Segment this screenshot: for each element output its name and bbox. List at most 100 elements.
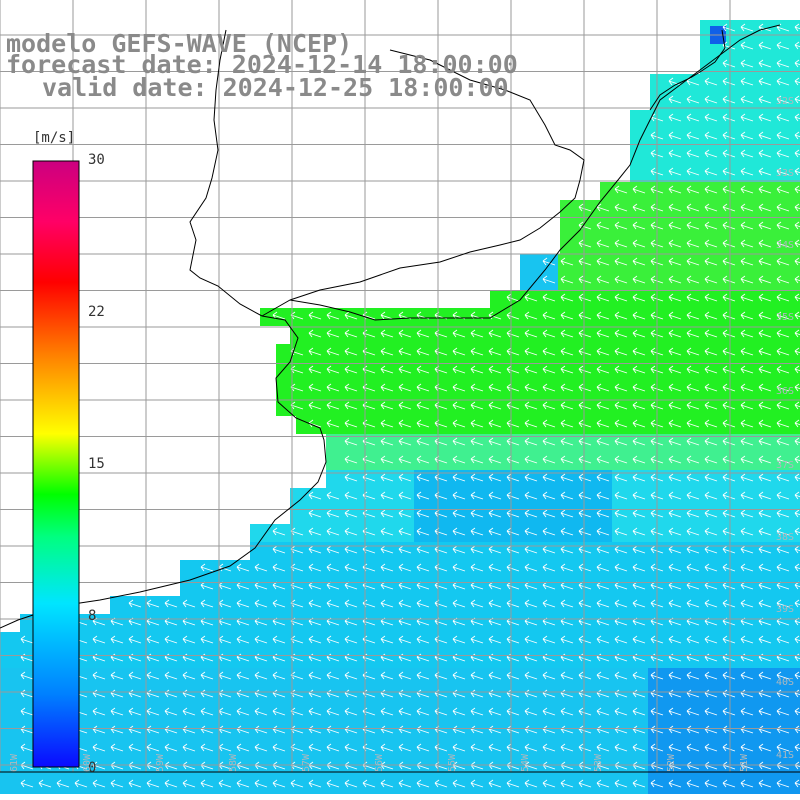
wind-arrow [416,365,430,374]
wind-arrow [758,671,772,680]
wind-arrow [326,509,340,518]
wind-arrow [686,329,700,338]
wind-arrow [416,509,430,518]
wind-arrow [398,473,412,482]
wind-arrow [686,203,700,212]
wind-arrow [668,383,682,392]
wind-arrow [452,527,466,536]
wind-arrow [704,635,718,644]
wind-arrow [758,113,772,122]
wind-arrow [668,167,682,176]
wind-arrow [506,419,520,428]
wind-arrow [524,437,538,446]
wind-arrow [614,221,628,230]
wind-arrow [614,329,628,338]
wind-arrow [416,563,430,572]
wind-arrow [182,779,196,788]
wind-arrow [650,779,664,788]
wind-arrow [326,635,340,644]
wind-arrow [758,293,772,302]
model-title: modelo GEFS-WAVE (NCEP) [6,29,353,58]
wind-arrow [668,491,682,500]
wind-arrow [470,347,484,356]
field-cell [522,254,540,272]
wind-arrow [488,563,502,572]
wind-arrow [686,419,700,428]
wind-arrow [668,77,682,86]
wind-arrow [326,383,340,392]
lat-label-36s: 36S [775,386,794,397]
wind-arrow [704,257,718,266]
wind-arrow [524,563,538,572]
wind-arrow [632,671,646,680]
wind-arrow [182,707,196,716]
wind-arrow [776,635,790,644]
wind-arrow [596,239,610,248]
wind-arrow [578,491,592,500]
wind-arrow [380,707,394,716]
colorbar-tick-15: 15 [88,456,105,472]
wind-arrow [722,455,736,464]
wind-arrow [344,383,358,392]
wind-arrow [236,779,250,788]
field-cell [630,146,648,164]
wind-arrow [632,257,646,266]
wind-arrow [668,455,682,464]
wind-arrow [704,149,718,158]
wind-arrow [776,509,790,518]
wind-arrow [722,401,736,410]
wind-arrow [632,275,646,284]
wind-arrow [128,707,142,716]
wind-arrow [632,635,646,644]
wind-arrow [254,779,268,788]
wind-arrow [344,743,358,752]
wind-arrow [776,491,790,500]
wind-arrow [632,203,646,212]
wind-arrow [146,671,160,680]
wind-arrow [380,563,394,572]
wind-arrow [776,311,790,320]
wind-arrow [686,383,700,392]
wind-arrow [740,509,754,518]
wind-arrow [776,329,790,338]
wind-arrow [128,635,142,644]
wind-arrow [704,599,718,608]
wind-arrow [452,599,466,608]
wind-arrow [344,365,358,374]
wind-arrow [272,563,286,572]
wind-arrow [614,671,628,680]
wind-arrow [776,419,790,428]
wind-arrow [704,203,718,212]
wind-arrow [560,473,574,482]
wind-arrow [560,743,574,752]
wind-arrow [668,221,682,230]
wind-arrow [686,149,700,158]
wind-arrow [776,671,790,680]
wind-arrow [776,779,790,788]
wind-arrow [416,599,430,608]
wind-arrow [794,779,800,788]
wind-arrow [164,671,178,680]
wind-arrow [92,707,106,716]
wind-arrow [506,329,520,338]
wind-arrow [722,671,736,680]
wind-arrow [506,599,520,608]
wind-arrow [128,671,142,680]
wind-arrow [542,383,556,392]
wind-arrow [488,635,502,644]
wind-arrow [686,113,700,122]
wind-arrow [740,221,754,230]
wind-arrow [578,293,592,302]
wind-arrow [110,779,124,788]
wind-arrow [542,347,556,356]
wind-arrow [560,329,574,338]
wind-arrow [704,131,718,140]
colorbar [32,160,80,768]
wind-arrow [776,383,790,392]
lat-label-37s: 37S [775,460,794,471]
wind-arrow [272,635,286,644]
lon-label-57w: 57W [301,753,312,772]
wind-arrow [308,491,322,500]
wind-arrow [488,509,502,518]
wind-arrow [722,329,736,338]
